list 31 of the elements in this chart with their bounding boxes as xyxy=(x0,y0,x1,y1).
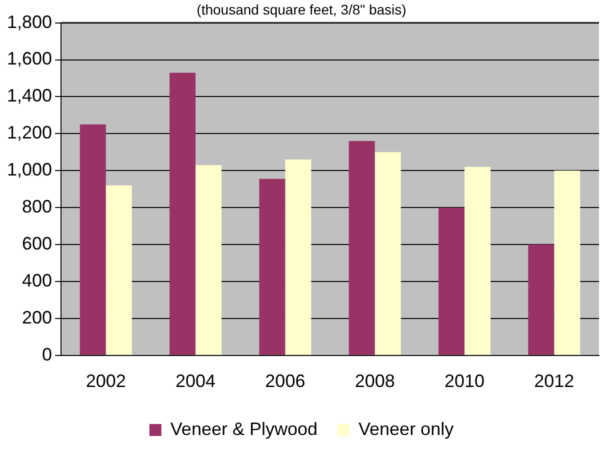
legend-label: Veneer only xyxy=(358,418,454,439)
x-tick-label: 2012 xyxy=(534,371,574,392)
bar xyxy=(348,141,375,355)
y-tick-label: 800 xyxy=(22,196,52,217)
bar xyxy=(554,170,580,355)
y-tick-label: 1,200 xyxy=(6,122,52,143)
y-tick-label: 1,600 xyxy=(6,48,52,69)
x-tick-label: 2004 xyxy=(176,371,216,392)
bar xyxy=(170,72,196,355)
bar xyxy=(464,166,491,355)
y-tick-label: 0 xyxy=(42,344,52,364)
y-tick-label: 600 xyxy=(22,234,52,254)
x-tick-label: 2006 xyxy=(265,371,306,392)
bar xyxy=(80,124,106,355)
bar xyxy=(438,208,465,355)
legend-label: Veneer & Plywood xyxy=(170,418,318,439)
x-tick-label: 2002 xyxy=(86,371,126,392)
y-tick-label: 400 xyxy=(22,270,52,290)
chart-subtitle: (thousand square feet, 3/8" basis) xyxy=(196,1,406,18)
bar xyxy=(259,178,286,355)
y-tick-label: 200 xyxy=(22,307,52,328)
bar xyxy=(528,244,554,355)
bar xyxy=(196,165,222,355)
bar xyxy=(374,152,401,355)
y-tick-label: 1,400 xyxy=(6,86,52,106)
y-tick-label: 1,000 xyxy=(6,160,52,180)
bar xyxy=(106,185,132,355)
y-tick-label: 1,800 xyxy=(6,12,52,32)
x-tick-label: 2010 xyxy=(444,371,485,392)
x-tick-label: 2008 xyxy=(354,371,395,392)
bar xyxy=(285,160,312,355)
